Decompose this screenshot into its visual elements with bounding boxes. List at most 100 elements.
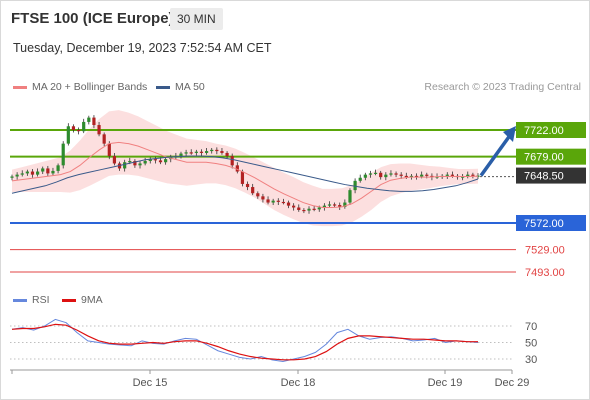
resistance-2-tag bbox=[516, 122, 586, 138]
candle-body bbox=[143, 161, 147, 164]
candle-body bbox=[450, 174, 454, 176]
support-3-label: 7493.00 bbox=[525, 267, 565, 279]
support-1-tag bbox=[516, 215, 586, 231]
candle-body bbox=[476, 175, 480, 177]
timestamp: Tuesday, December 19, 2023 7:52:54 AM CE… bbox=[13, 41, 272, 55]
candle-body bbox=[420, 174, 424, 177]
candle-body bbox=[107, 143, 111, 157]
candle-body bbox=[425, 174, 429, 176]
rsi-tick-70: 70 bbox=[525, 321, 537, 333]
x-tick-label: Dec 29 bbox=[495, 377, 530, 389]
projection-arrow-shaft bbox=[479, 132, 513, 177]
candle-body bbox=[133, 161, 137, 166]
candle-body bbox=[317, 207, 321, 210]
candle-body bbox=[348, 190, 352, 203]
candle-body bbox=[179, 153, 183, 157]
rsi-swatch-icon bbox=[13, 298, 27, 302]
candle-body bbox=[245, 183, 250, 188]
x-tick-label: Dec 15 bbox=[133, 377, 168, 389]
candle-body bbox=[102, 134, 106, 144]
resistance-1-tag bbox=[516, 148, 586, 165]
candle-body bbox=[215, 149, 219, 152]
candle-body bbox=[20, 173, 24, 175]
legend-ma20: MA 20 + Bollinger Bands bbox=[13, 81, 147, 93]
candle-body bbox=[148, 159, 152, 161]
candle-body bbox=[399, 174, 403, 176]
last-price-label: 7648.50 bbox=[524, 171, 564, 183]
candle-body bbox=[343, 202, 347, 207]
candle-body bbox=[61, 143, 65, 166]
x-tick-label: Dec 19 bbox=[428, 377, 463, 389]
candle-body bbox=[56, 165, 60, 171]
candle-body bbox=[286, 202, 291, 206]
candle-body bbox=[312, 208, 316, 210]
ma20-swatch-icon bbox=[13, 85, 27, 89]
legend-9ma-label: 9MA bbox=[81, 294, 103, 306]
candle-body bbox=[394, 173, 398, 175]
candle-body bbox=[71, 126, 76, 130]
candle-body bbox=[302, 209, 306, 212]
candle-body bbox=[158, 160, 163, 163]
ma9-swatch-icon bbox=[62, 298, 76, 302]
candle-body bbox=[404, 175, 408, 178]
candle-body bbox=[97, 125, 101, 135]
candle-body bbox=[368, 173, 373, 175]
candle-body bbox=[194, 151, 198, 153]
candle-body bbox=[123, 162, 127, 169]
candle-body bbox=[66, 126, 70, 144]
candle-body bbox=[373, 172, 378, 174]
candle-body bbox=[164, 159, 168, 163]
candle-body bbox=[333, 204, 337, 206]
legend-ma50: MA 50 bbox=[156, 81, 205, 93]
candle-body bbox=[30, 171, 35, 175]
candle-body bbox=[230, 156, 234, 166]
candle-body bbox=[353, 180, 357, 191]
rsi-tick-30: 30 bbox=[525, 354, 537, 366]
candle-body bbox=[240, 171, 245, 184]
candle-body bbox=[363, 174, 367, 178]
candle-body bbox=[379, 172, 383, 178]
candle-body bbox=[76, 130, 81, 132]
candle-body bbox=[261, 196, 265, 200]
support-1-label: 7572.00 bbox=[524, 218, 564, 230]
candle-body bbox=[189, 152, 193, 154]
bollinger-band bbox=[12, 110, 478, 227]
candle-body bbox=[297, 207, 301, 210]
ma50-swatch-icon bbox=[156, 85, 170, 89]
candle-body bbox=[92, 117, 96, 126]
legend-rsi-label: RSI bbox=[32, 294, 50, 306]
candle-body bbox=[338, 205, 342, 207]
legend-ma50-label: MA 50 bbox=[175, 81, 205, 93]
candle-body bbox=[51, 170, 55, 174]
candle-body bbox=[87, 117, 91, 122]
candle-body bbox=[82, 121, 86, 132]
candle-body bbox=[128, 161, 132, 163]
candle-body bbox=[461, 176, 465, 178]
resistance-1-label: 7679.00 bbox=[524, 152, 564, 164]
candle-body bbox=[384, 174, 388, 178]
ma20-line bbox=[11, 141, 479, 208]
candle-body bbox=[112, 156, 117, 164]
candle-body bbox=[358, 177, 362, 181]
candle-body bbox=[266, 199, 270, 203]
candle-body bbox=[292, 205, 296, 208]
candle-body bbox=[10, 176, 14, 178]
last-price-tag bbox=[516, 167, 586, 184]
candle-body bbox=[235, 165, 239, 172]
candle-body bbox=[184, 152, 188, 154]
candle-body bbox=[25, 171, 29, 174]
ma50-line bbox=[11, 155, 479, 194]
instrument-title: FTSE 100 (ICE Europe) bbox=[11, 10, 174, 27]
resistance-2-label: 7722.00 bbox=[524, 125, 564, 137]
candle-body bbox=[41, 168, 45, 172]
candle-body bbox=[15, 174, 19, 177]
candle-body bbox=[36, 171, 40, 175]
projection-arrow-head-icon bbox=[503, 126, 516, 142]
candle-body bbox=[471, 174, 475, 176]
interval-button[interactable]: 30 MIN bbox=[170, 8, 223, 30]
credit-text: Research © 2023 Trading Central bbox=[424, 81, 581, 93]
candle-body bbox=[204, 151, 209, 153]
support-2-label: 7529.00 bbox=[525, 245, 565, 257]
candle-body bbox=[307, 208, 311, 211]
